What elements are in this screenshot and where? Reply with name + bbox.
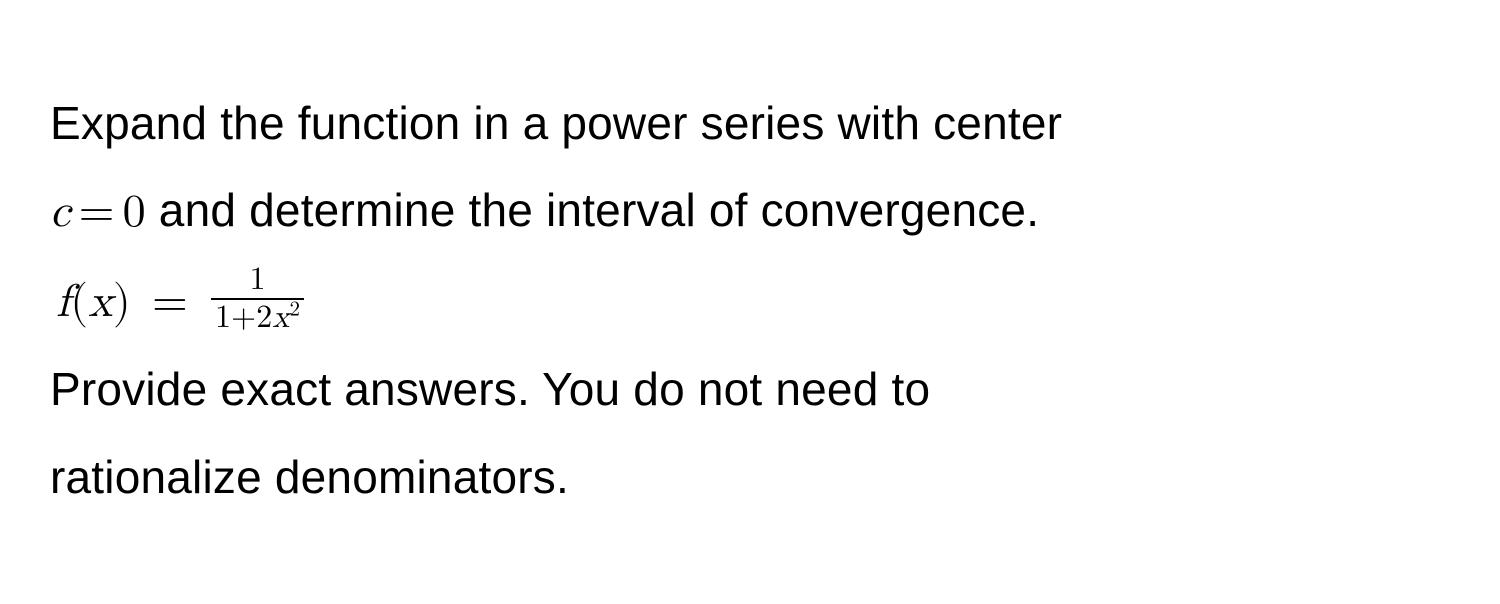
den-two: 2: [256, 302, 272, 334]
fraction: 1 1+2x2: [211, 263, 304, 337]
fraction-denominator: 1+2x2: [211, 298, 304, 337]
func-f: f: [56, 279, 70, 325]
text-line-4: Provide exact answers. You do not need t…: [50, 346, 1450, 433]
den-x: x: [272, 302, 289, 334]
open-paren: (: [70, 279, 88, 325]
fraction-numerator: 1: [211, 263, 304, 298]
question-container: Expand the function in a power series wi…: [0, 0, 1500, 604]
var-c: c: [50, 189, 71, 235]
var-x: x: [88, 279, 113, 325]
text-line-2-suffix: and determine the interval of convergenc…: [146, 184, 1039, 236]
text-line-5: rationalize denominators.: [50, 434, 1450, 521]
close-paren: ): [113, 279, 131, 325]
value-zero: 0: [123, 189, 146, 235]
equals-sign-2: =: [144, 279, 196, 325]
equals-sign: =: [71, 189, 123, 235]
den-one: 1: [215, 302, 231, 334]
den-plus: +: [231, 302, 256, 334]
den-exp: 2: [290, 299, 301, 320]
text-line-1: Expand the function in a power series wi…: [50, 80, 1450, 167]
math-line-3: f(x) = 1 1+2x2: [56, 257, 1450, 346]
text-line-2: c=0 and determine the interval of conver…: [50, 167, 1450, 256]
